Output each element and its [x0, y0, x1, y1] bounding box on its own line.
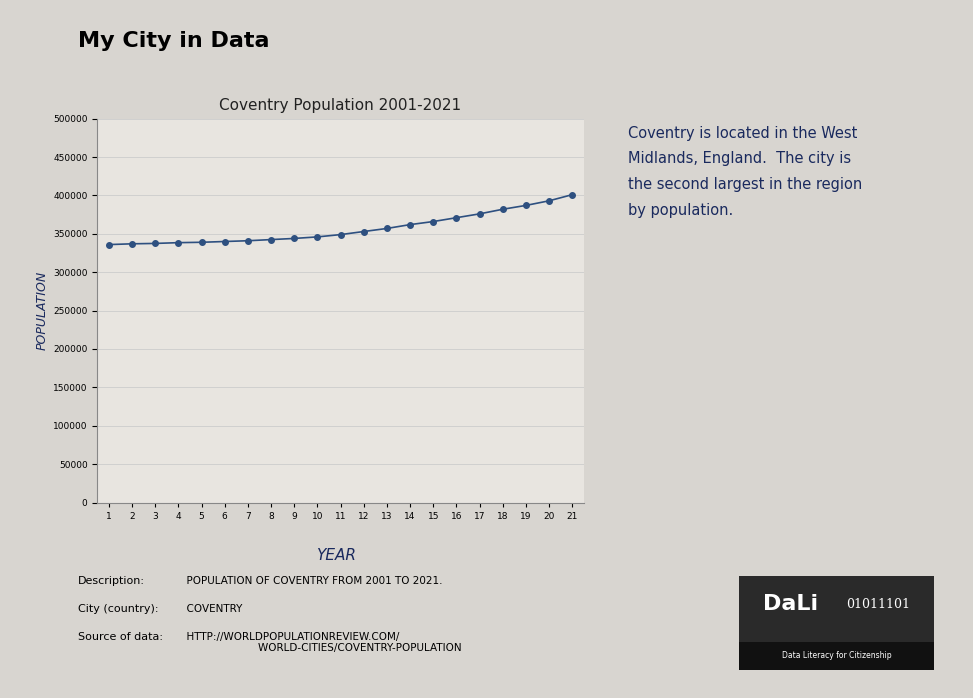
Bar — [739, 642, 934, 670]
Text: Coventry is located in the West
Midlands, England.  The city is
the second large: Coventry is located in the West Midlands… — [628, 126, 862, 218]
Title: Coventry Population 2001-2021: Coventry Population 2001-2021 — [220, 98, 461, 113]
Text: POPULATION: POPULATION — [35, 271, 49, 350]
Text: POPULATION OF COVENTRY FROM 2001 TO 2021.: POPULATION OF COVENTRY FROM 2001 TO 2021… — [180, 576, 443, 586]
Text: 01011101: 01011101 — [847, 597, 911, 611]
Text: Source of data:: Source of data: — [78, 632, 162, 641]
Text: HTTP://WORLDPOPULATIONREVIEW.COM/
                        WORLD-CITIES/COVENTRY-: HTTP://WORLDPOPULATIONREVIEW.COM/ WORLD-… — [180, 632, 461, 653]
Text: My City in Data: My City in Data — [78, 31, 270, 52]
Text: City (country):: City (country): — [78, 604, 159, 614]
Text: YEAR: YEAR — [315, 548, 356, 563]
Text: DaLi: DaLi — [763, 594, 818, 614]
Text: Description:: Description: — [78, 576, 145, 586]
Text: Data Literacy for Citizenship: Data Literacy for Citizenship — [782, 651, 891, 660]
Text: COVENTRY: COVENTRY — [180, 604, 242, 614]
